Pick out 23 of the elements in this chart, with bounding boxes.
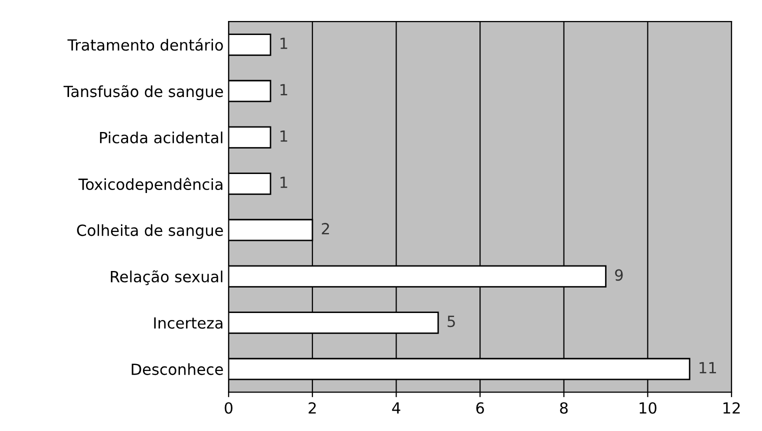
x-tick-label: 10 xyxy=(640,402,656,414)
x-tick-label: 12 xyxy=(723,402,740,414)
data-label: 1 xyxy=(280,84,288,96)
y-tick-label: Tratamento dentário xyxy=(67,38,223,51)
y-tick-label: Picada acidental xyxy=(100,132,222,144)
data-label: 1 xyxy=(280,176,288,188)
y-tick-label: Colheita de sangue xyxy=(77,224,223,240)
y-tick-label: Incerteza xyxy=(154,317,222,329)
data-label: 9 xyxy=(615,269,623,281)
y-tick-label: Relação sexual xyxy=(110,270,222,286)
x-tick-label: 2 xyxy=(308,402,316,414)
data-label: 1 xyxy=(280,130,288,142)
data-label: 1 xyxy=(280,38,288,49)
y-tick-label: Tansfusão de sangue xyxy=(64,85,223,100)
data-label: 11 xyxy=(700,362,716,374)
data-label: 2 xyxy=(322,222,329,234)
y-tick-label: Desconhece xyxy=(132,363,223,376)
data-label: 5 xyxy=(448,316,455,328)
x-tick-label: 8 xyxy=(560,402,568,414)
x-tick-label: 0 xyxy=(224,402,232,414)
y-tick-label: Toxicodependência xyxy=(78,178,222,193)
x-tick-label: 6 xyxy=(476,402,484,414)
x-tick-label: 4 xyxy=(392,402,400,414)
